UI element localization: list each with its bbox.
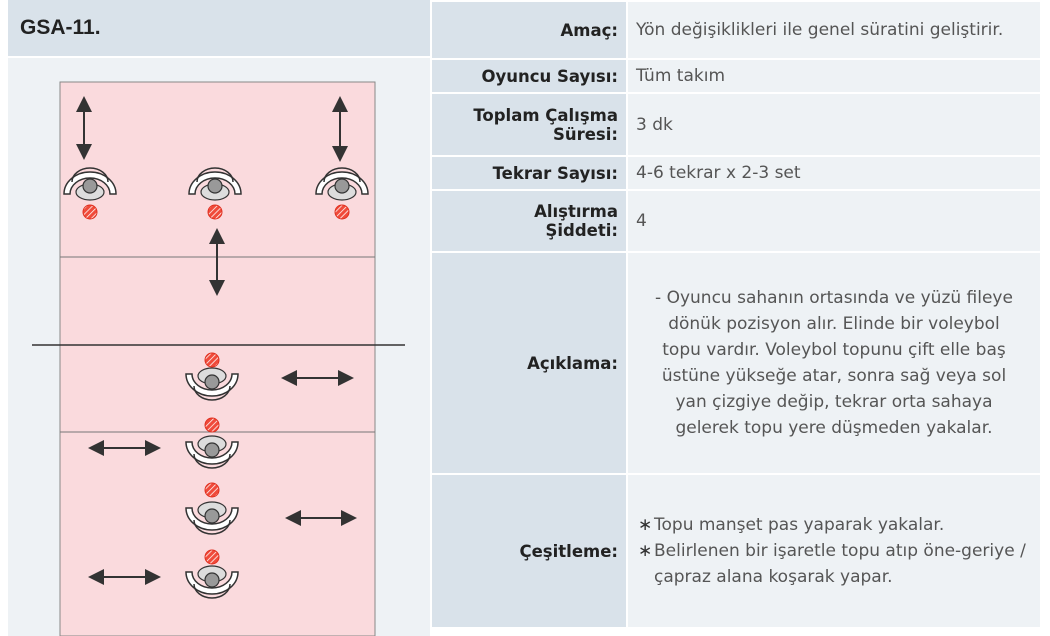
court-diagram: [32, 81, 405, 636]
row-value: Topu manşet pas yaparak yakalar. Belirle…: [628, 475, 1040, 627]
arrows: [76, 96, 357, 585]
row-value: Yön değişiklikleri ile genel süratini ge…: [628, 2, 1040, 58]
row-value: 3 dk: [628, 94, 1040, 155]
row-label: Açıklama:: [432, 253, 626, 473]
variation-item: Belirlenen bir işaretle topu atıp öne-ge…: [638, 538, 1032, 590]
title: GSA-11.: [20, 16, 101, 39]
row-value: 4-6 tekrar x 2-3 set: [628, 157, 1040, 189]
variation-item: Topu manşet pas yaparak yakalar.: [638, 512, 1032, 538]
row-value: - Oyuncu sahanın ortasında ve yüzü filey…: [628, 253, 1040, 473]
row-value: Tüm takım: [628, 60, 1040, 92]
row-label: Tekrar Sayısı:: [432, 157, 626, 189]
diagram-area: [8, 58, 430, 636]
row-label: Çeşitleme:: [432, 475, 626, 627]
balls: [82, 204, 350, 565]
header: GSA-11.: [8, 0, 430, 56]
info-table: Amaç: Yön değişiklikleri ile genel sürati…: [430, 0, 1042, 629]
row-label: Oyuncu Sayısı:: [432, 60, 626, 92]
row-label: Amaç:: [432, 2, 626, 58]
variation-list: Topu manşet pas yaparak yakalar. Belirle…: [636, 512, 1032, 590]
row-value: 4: [628, 191, 1040, 251]
row-label: Alıştırma Şiddeti:: [432, 191, 626, 251]
row-label: Toplam Çalışma Süresi:: [432, 94, 626, 155]
